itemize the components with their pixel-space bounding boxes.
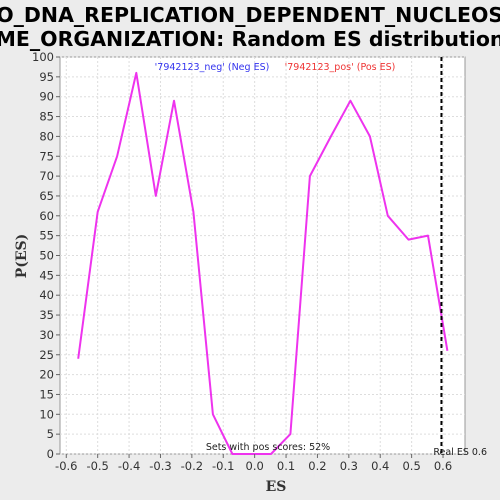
x-tick-label: -0.2	[181, 459, 203, 473]
x-tick-label: 0.1	[277, 459, 295, 473]
pos-scores-note: Sets with pos scores: 52%	[206, 442, 330, 453]
x-tick-label: 0.3	[340, 459, 358, 473]
legend-entry-pos: '7942123_pos' (Pos ES)	[285, 62, 396, 73]
y-tick-label: 70	[39, 169, 54, 183]
y-tick-label: 15	[39, 387, 54, 401]
y-tick-label: 5	[47, 427, 54, 441]
x-tick-label: -0.1	[212, 459, 234, 473]
y-tick-label: 75	[39, 149, 54, 163]
y-tick-label: 10	[39, 407, 54, 421]
series-layer	[77, 57, 449, 455]
legend-entry-neg: '7942123_neg' (Neg ES)	[155, 62, 270, 73]
x-tick-label: -0.6	[55, 459, 77, 473]
es-series-line	[77, 71, 449, 455]
y-tick-label: 45	[39, 268, 54, 282]
y-tick-label: 20	[39, 368, 54, 382]
x-tick-label: 0.0	[246, 459, 264, 473]
x-tick-label: -0.5	[86, 459, 108, 473]
chart-title-line-2: ME_ORGANIZATION: Random ES distribution	[0, 27, 500, 51]
chart-title-line-1: GO_DNA_REPLICATION_DEPENDENT_NUCLEOSO	[0, 3, 500, 27]
x-axis-label: ES	[266, 479, 287, 495]
x-tick-label: -0.3	[149, 459, 171, 473]
real-es-label: Real ES 0.6	[433, 447, 487, 458]
y-tick-label: 80	[39, 129, 54, 143]
y-tick-label: 35	[39, 308, 54, 322]
x-tick-label: 0.2	[308, 459, 326, 473]
x-tick-label: 0.6	[434, 459, 452, 473]
y-tick-label: 65	[39, 189, 54, 203]
y-tick-label: 0	[47, 447, 54, 461]
y-tick-label: 50	[39, 249, 54, 263]
y-tick-label: 55	[39, 229, 54, 243]
y-tick-label: 25	[39, 348, 54, 362]
y-axis-label: P(ES)	[14, 234, 30, 279]
y-tick-label: 90	[39, 90, 54, 104]
tick-layer: 0 5 10 15 20 25 30 35 40 45 50 55 60 65 70 75 80 85 90 95 10…	[32, 50, 452, 473]
x-tick-label: -0.4	[118, 459, 140, 473]
x-tick-label: 0.5	[402, 459, 420, 473]
y-tick-label: 60	[39, 209, 54, 223]
y-tick-label: 85	[39, 110, 54, 124]
y-tick-label: 40	[39, 288, 54, 302]
y-tick-label: 30	[39, 328, 54, 342]
y-tick-label: 100	[32, 50, 54, 64]
grid	[60, 56, 465, 455]
x-tick-label: 0.4	[371, 459, 389, 473]
y-tick-label: 95	[39, 70, 54, 84]
